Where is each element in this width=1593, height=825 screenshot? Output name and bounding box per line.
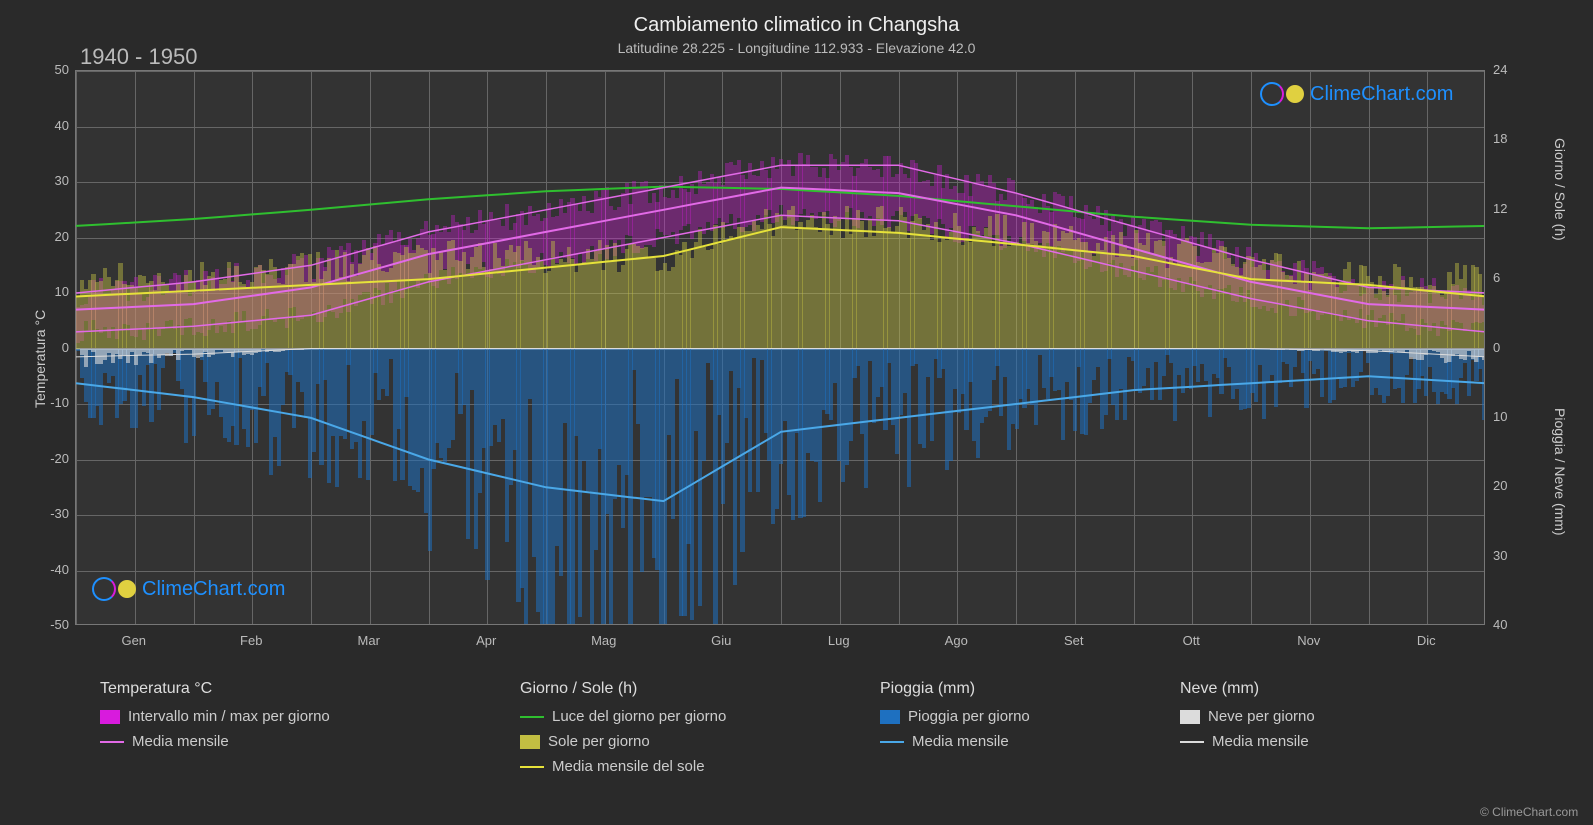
legend-label: Media mensile: [1212, 733, 1309, 750]
legend-swatch: [520, 716, 544, 718]
logo-sun-icon: [1286, 85, 1304, 103]
legend-swatch: [1180, 741, 1204, 743]
legend-swatch: [880, 741, 904, 743]
x-tick: Mar: [349, 633, 389, 648]
y-right-tick: 30: [1493, 548, 1507, 563]
y-right-tick: 0: [1493, 340, 1500, 355]
plot-area: [75, 70, 1485, 625]
x-tick: Ago: [936, 633, 976, 648]
logo-circle-icon: [1260, 82, 1284, 106]
legend-swatch: [100, 710, 120, 724]
legend-item: Intervallo min / max per giorno: [100, 708, 330, 725]
legend-label: Media mensile del sole: [552, 758, 705, 775]
legend-header: Pioggia (mm): [880, 680, 1030, 698]
x-tick: Giu: [701, 633, 741, 648]
y-left-tick: -20: [35, 451, 69, 466]
y-left-tick: -30: [35, 506, 69, 521]
y-right-tick: 10: [1493, 409, 1507, 424]
y-right-top-label: Giorno / Sole (h): [1552, 138, 1568, 278]
legend-swatch: [880, 710, 900, 724]
y-left-label: Temperatura °C: [32, 288, 48, 408]
legend-label: Luce del giorno per giorno: [552, 708, 726, 725]
y-right-tick: 20: [1493, 478, 1507, 493]
legend-label: Sole per giorno: [548, 733, 650, 750]
x-tick: Lug: [819, 633, 859, 648]
legend-group: Neve (mm) Neve per giorno Media mensile: [1180, 680, 1315, 758]
legend-label: Media mensile: [912, 733, 1009, 750]
y-right-tick: 6: [1493, 270, 1500, 285]
chart-title: Cambiamento climatico in Changsha: [0, 14, 1593, 37]
x-tick: Apr: [466, 633, 506, 648]
y-left-tick: -40: [35, 562, 69, 577]
legend-swatch: [100, 741, 124, 743]
x-tick: Nov: [1289, 633, 1329, 648]
logo-sun-icon: [118, 580, 136, 598]
legend-label: Intervallo min / max per giorno: [128, 708, 330, 725]
copyright: © ClimeChart.com: [1480, 805, 1578, 819]
legend-swatch: [520, 766, 544, 768]
y-left-tick: -50: [35, 617, 69, 632]
y-left-tick: 40: [35, 118, 69, 133]
legend-swatch: [520, 735, 540, 749]
watermark-text: ClimeChart.com: [1310, 83, 1453, 106]
period-label: 1940 - 1950: [80, 44, 197, 70]
legend-item: Neve per giorno: [1180, 708, 1315, 725]
legend-item: Sole per giorno: [520, 733, 726, 750]
x-tick: Gen: [114, 633, 154, 648]
y-left-tick: 30: [35, 173, 69, 188]
legend-label: Pioggia per giorno: [908, 708, 1030, 725]
legend-header: Neve (mm): [1180, 680, 1315, 698]
legend-item: Media mensile: [880, 733, 1030, 750]
legend-group: Pioggia (mm) Pioggia per giorno Media mens…: [880, 680, 1030, 758]
x-tick: Set: [1054, 633, 1094, 648]
y-right-bottom-label: Pioggia / Neve (mm): [1552, 408, 1568, 568]
y-right-tick: 24: [1493, 62, 1507, 77]
legend-label: Neve per giorno: [1208, 708, 1315, 725]
legend-item: Pioggia per giorno: [880, 708, 1030, 725]
legend-item: Media mensile: [100, 733, 330, 750]
legend-item: Media mensile del sole: [520, 758, 726, 775]
legend-label: Media mensile: [132, 733, 229, 750]
legend-swatch: [1180, 710, 1200, 724]
legend-group: Giorno / Sole (h) Luce del giorno per gio…: [520, 680, 726, 783]
y-right-tick: 40: [1493, 617, 1507, 632]
y-left-tick: 20: [35, 229, 69, 244]
watermark-text: ClimeChart.com: [142, 578, 285, 601]
x-tick: Ott: [1171, 633, 1211, 648]
y-right-tick: 18: [1493, 131, 1507, 146]
logo-circle-icon: [92, 577, 116, 601]
legend-group: Temperatura °C Intervallo min / max per g…: [100, 680, 330, 758]
y-right-tick: 12: [1493, 201, 1507, 216]
legend-item: Media mensile: [1180, 733, 1315, 750]
x-tick: Mag: [584, 633, 624, 648]
watermark: ClimeChart.com: [92, 577, 285, 601]
chart-subtitle: Latitudine 28.225 - Longitudine 112.933 …: [0, 40, 1593, 56]
legend-header: Giorno / Sole (h): [520, 680, 726, 698]
legend-item: Luce del giorno per giorno: [520, 708, 726, 725]
x-tick: Dic: [1406, 633, 1446, 648]
y-left-tick: 50: [35, 62, 69, 77]
watermark: ClimeChart.com: [1260, 82, 1453, 106]
climate-chart: Cambiamento climatico in Changsha Latitu…: [0, 0, 1593, 825]
legend-header: Temperatura °C: [100, 680, 330, 698]
x-tick: Feb: [231, 633, 271, 648]
